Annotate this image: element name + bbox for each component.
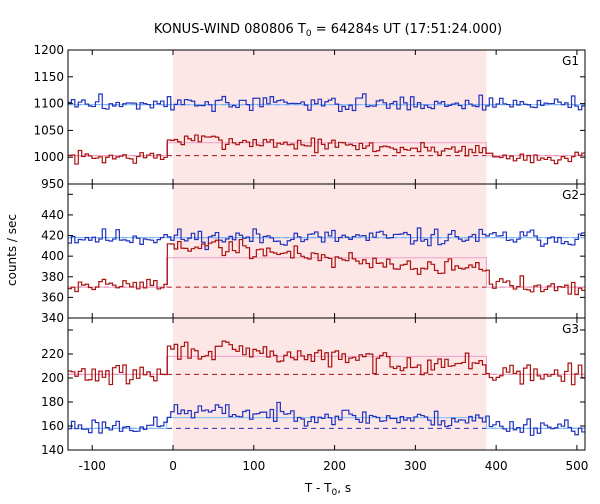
series-red <box>68 340 585 386</box>
y-tick-label: 180 <box>41 395 64 409</box>
chart-title: KONUS-WIND 080806 T0 = 64284s UT (17:51:… <box>154 22 502 39</box>
panels: 95010001050110011501200G1340360380400420… <box>33 43 588 473</box>
x-tick-label: 100 <box>242 459 265 473</box>
series-red <box>68 238 585 296</box>
series-blue <box>68 227 585 251</box>
x-tick-label: 0 <box>169 459 177 473</box>
panel-label: G2 <box>562 188 579 202</box>
panel-label: G1 <box>562 54 579 68</box>
x-tick-label: 400 <box>485 459 508 473</box>
y-tick-label: 440 <box>41 208 64 222</box>
y-tick-label: 220 <box>41 347 64 361</box>
panel-g3: 140 160 180 200 220 G3 <box>41 317 586 457</box>
series-blue <box>68 401 585 436</box>
y-tick-label: 360 <box>41 290 64 304</box>
y-tick-label: 200 <box>41 371 64 385</box>
series-red <box>68 134 585 165</box>
y-tick-label: 160 <box>41 419 64 433</box>
y-tick-label: 400 <box>41 249 64 263</box>
x-tick-label: 500 <box>565 459 588 473</box>
x-tick-label: 300 <box>404 459 427 473</box>
y-tick-label: 1200 <box>33 43 64 57</box>
y-axis-label: counts / sec <box>5 214 19 286</box>
series-blue <box>68 93 585 113</box>
y-tick-label: 380 <box>41 270 64 284</box>
panel-frame <box>67 317 586 451</box>
y-tick-label: 1150 <box>33 70 64 84</box>
y-tick-label: 140 <box>41 443 64 457</box>
shaded-interval <box>173 50 487 450</box>
y-tick-label: 950 <box>41 177 64 191</box>
x-tick-label: 200 <box>323 459 346 473</box>
y-tick-label: 1100 <box>33 97 64 111</box>
y-tick-label: 1000 <box>33 150 64 164</box>
y-tick-label: 1050 <box>33 123 64 137</box>
panel-label: G3 <box>562 322 579 336</box>
x-axis-label: T - T0, s <box>304 481 351 498</box>
y-tick-label: 340 <box>41 311 64 325</box>
panel-g2: 340 360 380 400 420 440 G2 <box>41 183 586 325</box>
y-tick-label: 420 <box>41 229 64 243</box>
x-tick-label: -100 <box>79 459 106 473</box>
